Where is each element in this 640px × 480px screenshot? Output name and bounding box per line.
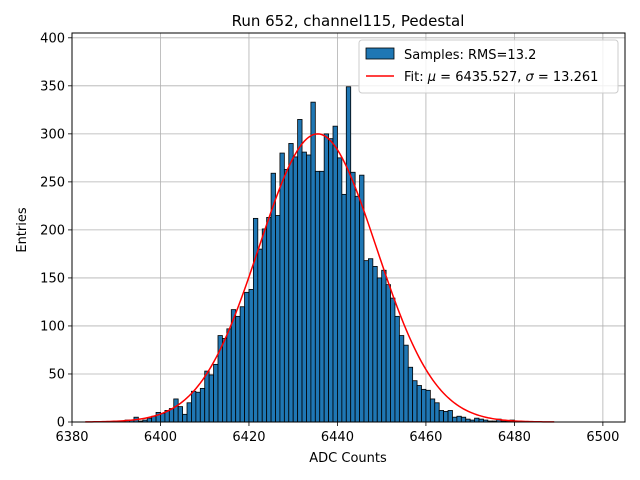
histogram-bar (328, 138, 334, 423)
histogram-bar (403, 344, 409, 423)
histogram-bar (310, 101, 316, 423)
histogram-bar (248, 289, 254, 423)
histogram-bar (222, 338, 228, 423)
histogram-bar (257, 248, 263, 423)
histogram-bar (456, 415, 462, 423)
histogram-bar (204, 370, 210, 423)
histogram-bar (160, 412, 166, 423)
histogram-bar (474, 417, 480, 423)
histogram-bar (447, 410, 453, 423)
histogram-bar (261, 228, 268, 423)
y-tick-label: 0 (57, 416, 65, 431)
y-tick-label: 150 (40, 271, 65, 286)
gaussian-fit-curve (85, 133, 555, 423)
histogram-bar (146, 417, 153, 423)
y-tick-label: 400 (40, 31, 65, 46)
histogram-bar (350, 171, 356, 423)
histogram-bar (390, 297, 396, 423)
histogram-bar (208, 374, 214, 423)
histogram-bar (425, 389, 431, 423)
histogram-bar (301, 151, 307, 423)
histogram-bar (186, 402, 192, 423)
y-tick-label: 250 (40, 175, 65, 190)
histogram-bar (416, 385, 422, 423)
x-tick-label: 6440 (321, 430, 354, 445)
histogram-bar (314, 170, 321, 423)
histogram-bar (438, 410, 445, 423)
histogram-bar (460, 416, 467, 423)
histogram-bar (230, 309, 237, 423)
histogram-bar (385, 284, 391, 423)
histogram-bar (363, 260, 369, 423)
histogram-bar (239, 306, 245, 423)
histogram-bar (452, 416, 458, 423)
x-tick-label: 6380 (55, 430, 88, 445)
legend-box (358, 39, 619, 94)
histogram-bar (275, 215, 281, 423)
y-tick-label: 200 (40, 223, 65, 238)
x-tick-label: 6460 (409, 430, 442, 445)
y-tick-label: 300 (40, 127, 65, 142)
histogram-bar (434, 402, 440, 423)
x-tick-label: 6420 (232, 430, 265, 445)
x-tick-label: 6500 (586, 430, 619, 445)
chart-title: Run 652, channel115, Pedestal (232, 12, 465, 30)
legend: Samples: RMS=13.2 Fit: μ = 6435.527, σ =… (358, 39, 619, 94)
histogram-bar (235, 315, 241, 423)
histogram-bar (297, 119, 303, 423)
y-axis-label: Entries (15, 207, 30, 253)
histogram-bar (372, 265, 378, 423)
x-tick-label: 6480 (498, 430, 531, 445)
histogram-bar (421, 388, 427, 423)
histogram-bar (191, 390, 197, 423)
histogram-bar (252, 217, 259, 423)
x-axis-label: ADC Counts (309, 451, 387, 466)
y-tick-label: 50 (48, 367, 65, 382)
legend-samples-swatch (365, 47, 395, 60)
histogram-bar (323, 133, 329, 423)
histogram-bar (407, 366, 414, 423)
histogram-bar (292, 156, 299, 423)
histogram-bar (332, 125, 338, 423)
x-tick-label: 6400 (144, 430, 177, 445)
histogram-bar (182, 413, 188, 423)
histogram-bar (443, 411, 449, 423)
y-axis-ticks: 0 50 100 150 200 250 300 350 400 (40, 31, 72, 431)
histogram-bar (177, 406, 183, 423)
histogram-bar (266, 217, 272, 423)
histogram-bar (195, 391, 201, 423)
histogram-bar (306, 154, 312, 423)
histogram-bar (288, 143, 294, 423)
histogram-bar (199, 387, 206, 423)
legend-samples-label: Samples: RMS=13.2 (404, 48, 536, 63)
histogram-bar (429, 398, 436, 423)
y-tick-label: 350 (40, 79, 65, 94)
histogram-bar (354, 195, 360, 423)
histogram-bar (345, 86, 352, 423)
y-tick-label: 100 (40, 319, 65, 334)
x-axis-ticks: 6380 6400 6420 6440 6460 6480 6500 (55, 422, 619, 445)
histogram-bar (341, 193, 347, 423)
histogram-bar (226, 328, 232, 423)
histogram-bar (283, 168, 290, 423)
histogram-bars (120, 86, 515, 423)
histogram-bar (244, 291, 250, 423)
histogram-bar (173, 398, 179, 423)
histogram-bar (376, 277, 383, 423)
histogram-bar (368, 258, 374, 423)
histogram-bar (319, 170, 325, 423)
histogram-bar (412, 380, 418, 423)
plot-frame (71, 32, 626, 423)
histogram-bar (381, 269, 387, 423)
histogram-bar (279, 152, 285, 423)
legend-fit-label: Fit: μ = 6435.527, σ = 13.261 (404, 70, 598, 85)
histogram-bar (398, 335, 405, 423)
histogram-bar (213, 363, 219, 423)
histogram-bar (337, 157, 343, 423)
histogram-bar (394, 315, 400, 423)
histogram-bar (359, 174, 365, 423)
